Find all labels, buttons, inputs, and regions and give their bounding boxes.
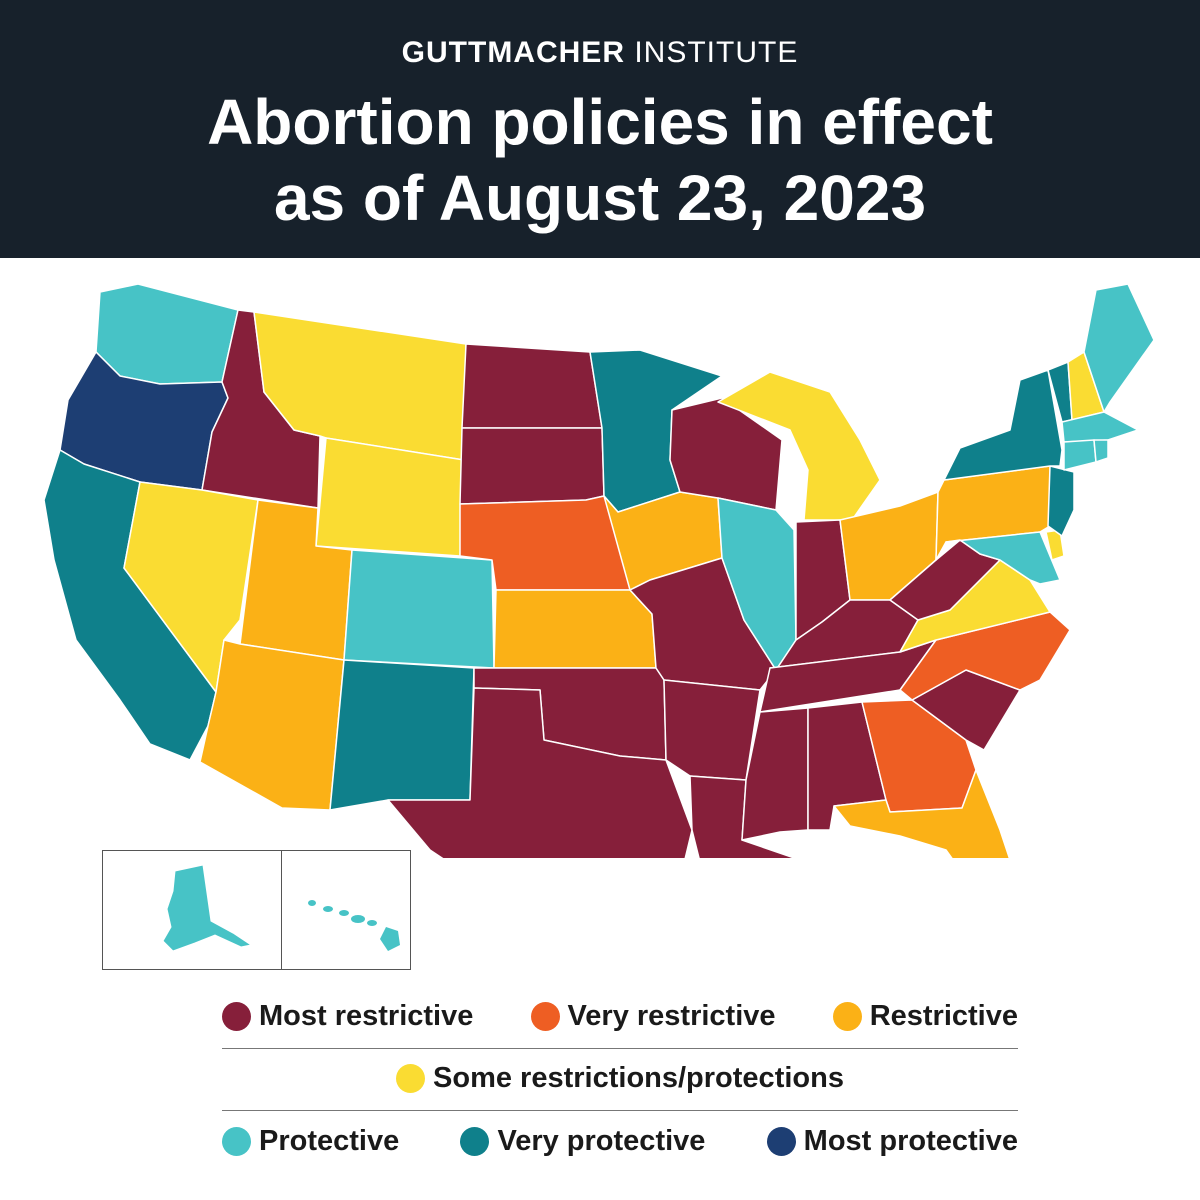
- us-map: [43, 283, 1155, 858]
- legend-item-most-protective: Most protective: [766, 1125, 1018, 1158]
- legend-row-protective: Protective Very protective Most protecti…: [222, 1125, 1018, 1158]
- legend-item-restrictive: Restrictive: [832, 1000, 1018, 1033]
- legend-swatch-very-restrictive: [530, 1002, 560, 1031]
- org-name: GUTTMACHER INSTITUTE: [0, 36, 1200, 70]
- page-title: Abortion policies in effect as of August…: [0, 84, 1200, 236]
- legend-item-very-restrictive: Very restrictive: [530, 1000, 776, 1033]
- state-sd: [459, 427, 605, 505]
- legend-label-very-restrictive: Very restrictive: [567, 1000, 776, 1032]
- header-banner: GUTTMACHER INSTITUTE Abortion policies i…: [0, 0, 1200, 258]
- legend-label-very-protective: Very protective: [497, 1125, 706, 1157]
- state-ak: [162, 864, 253, 952]
- state-ct: [1063, 439, 1097, 471]
- legend-row-restrictive: Most restrictive Very restrictive Restri…: [222, 1000, 1018, 1033]
- state-ri: [1093, 439, 1109, 463]
- state-hi: [308, 900, 400, 951]
- legend-swatch-most-protective: [766, 1127, 796, 1156]
- state-md: [945, 531, 1061, 585]
- legend-label-most-restrictive: Most restrictive: [259, 1000, 474, 1032]
- state-wa: [95, 283, 239, 385]
- state-nm: [329, 659, 475, 811]
- legend-item-very-protective: Very protective: [460, 1125, 705, 1158]
- legend-divider-2: [222, 1110, 1018, 1111]
- legend-label-most-protective: Most protective: [803, 1125, 1018, 1157]
- hawaii-map: [308, 900, 400, 951]
- alaska-inset: [102, 850, 282, 970]
- state-ny: [943, 369, 1063, 481]
- hawaii-inset: [281, 850, 411, 970]
- legend-swatch-protective: [222, 1127, 251, 1156]
- state-nd: [461, 343, 603, 429]
- legend-row-some: Some restrictions/protections: [222, 1062, 1018, 1095]
- title-line-2: as of August 23, 2023: [273, 162, 927, 234]
- legend-label-restrictive: Restrictive: [869, 1000, 1018, 1032]
- state-ks: [493, 589, 657, 669]
- state-co: [343, 549, 495, 669]
- legend-swatch-most-restrictive: [222, 1002, 251, 1031]
- legend-swatch-very-protective: [460, 1127, 490, 1156]
- state-fl: [833, 769, 1011, 858]
- state-tx: [387, 687, 693, 858]
- legend-item-some: Some restrictions/protections: [396, 1062, 844, 1095]
- state-mi: [717, 371, 881, 521]
- title-line-1: Abortion policies in effect: [207, 86, 993, 158]
- legend-label-some: Some restrictions/protections: [433, 1062, 844, 1094]
- legend-label-protective: Protective: [259, 1125, 400, 1157]
- legend-item-most-restrictive: Most restrictive: [222, 1000, 473, 1033]
- legend-swatch-restrictive: [832, 1002, 862, 1031]
- state-nv: [123, 481, 259, 693]
- state-ar: [663, 679, 761, 781]
- state-az: [199, 639, 345, 811]
- org-name-light: INSTITUTE: [634, 36, 799, 69]
- legend-divider-1: [222, 1048, 1018, 1049]
- state-nj: [1047, 465, 1075, 537]
- legend-item-protective: Protective: [222, 1125, 399, 1158]
- legend-swatch-some: [396, 1064, 426, 1093]
- org-name-bold: GUTTMACHER: [401, 36, 625, 69]
- alaska-map: [162, 864, 253, 952]
- state-ma: [1061, 411, 1139, 443]
